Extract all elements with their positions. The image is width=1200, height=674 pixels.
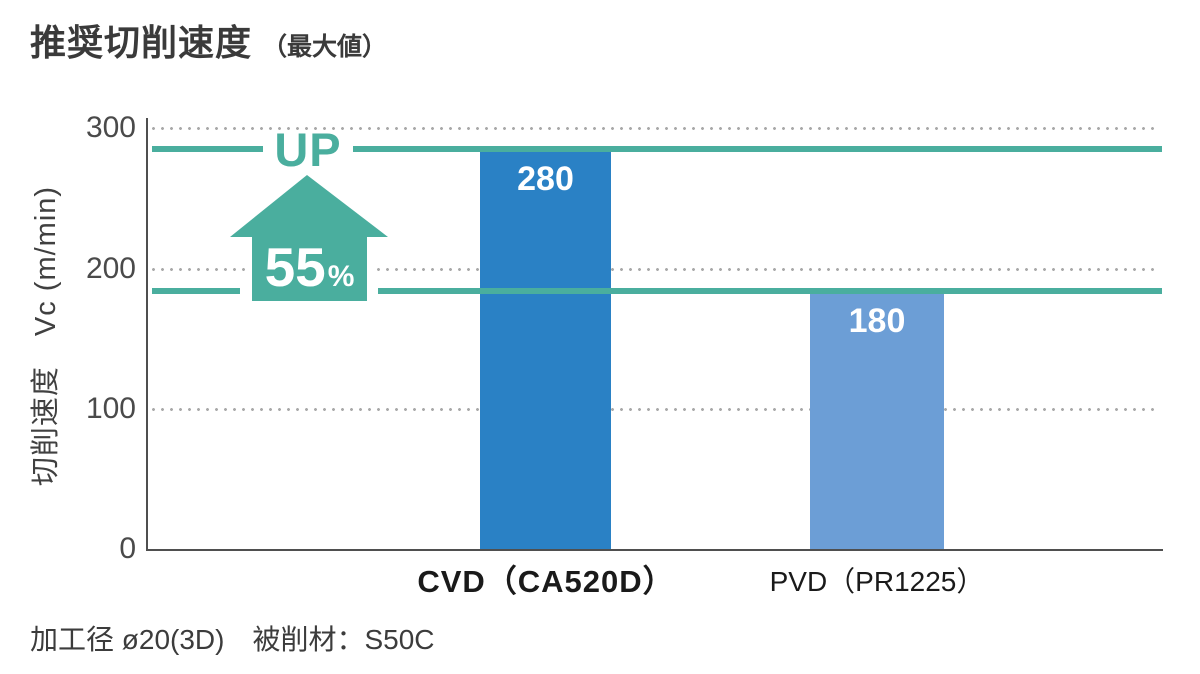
y-tick-0: 0 [119,532,136,565]
bar-value-label-pvd: 180 [848,302,906,340]
gridline-200 [152,268,1160,271]
refline-280-left [152,146,263,152]
refline-180-left [152,288,240,294]
y-tick-100: 100 [85,392,136,425]
refline-180-right [378,288,1162,294]
up-arrow-icon [224,169,394,307]
bar-cvd: 280 [480,151,611,549]
up-label: UP [274,123,342,176]
gridline-100 [152,408,1160,411]
gridline-300 [152,127,1160,130]
chart-title: 推奨切削速度 [30,22,253,63]
category-label-pvd: PVD（PR1225） [769,566,985,597]
y-axis-label: 切削速度 Vc (m/min) [30,185,62,487]
bar-value-label-cvd: 280 [517,160,574,198]
x-axis-line [146,549,1163,551]
bar-pvd: 180 [810,293,944,549]
category-label-cvd: CVD（CA520D） [417,564,675,599]
refline-280-right [353,146,1162,152]
percent-number: 55 [264,236,326,298]
page-title: 推奨切削速度 （最大値） [30,14,387,66]
percent-sign: % [327,260,355,293]
y-tick-200: 200 [85,252,136,285]
footer-note: 加工径 ø20(3D) 被削材：S50C [30,624,435,655]
y-tick-300: 300 [85,111,136,144]
percent-label: 55 % [252,236,367,298]
chart-title-qualifier: （最大値） [262,33,388,61]
y-axis-line [146,118,148,549]
